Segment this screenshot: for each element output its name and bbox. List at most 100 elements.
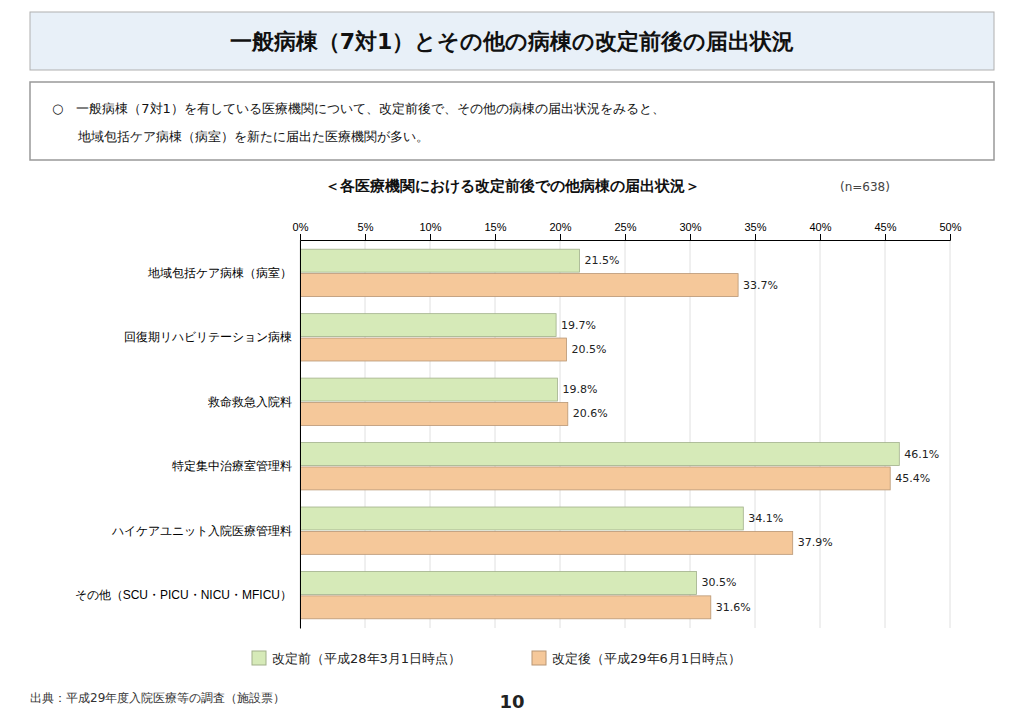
x-tick-label: 25% (614, 221, 636, 233)
x-tick: 15% (484, 221, 506, 240)
y-tick: 特定集中治療室管理料 (172, 459, 300, 473)
grid (300, 240, 950, 628)
x-tick-label: 45% (874, 221, 896, 233)
bar (300, 378, 557, 401)
y-tick-label: ハイケアユニット入院医療管理料 (111, 524, 292, 538)
x-tick-mark (365, 234, 366, 240)
data-label: 21.5% (585, 254, 620, 267)
y-tick: 回復期リハビリテーション病棟 (124, 330, 300, 344)
x-tick-mark (430, 234, 431, 240)
title: 一般病棟（7対1）とその他の病棟の改定前後の届出状況 (230, 29, 795, 54)
subtitle: ＜各医療機関における改定前後での他病棟の届出状況＞ (325, 177, 700, 195)
x-tick-label: 0% (293, 221, 309, 233)
grid-line (950, 240, 951, 628)
x-tick-label: 35% (744, 221, 766, 233)
legend-label: 改定前（平成28年3月1日時点） (272, 651, 461, 666)
x-tick: 45% (874, 221, 896, 240)
chart: 一般病棟（7対1）とその他の病棟の改定前後の届出状況 ○ 一般病棟（7対1）を有し… (0, 0, 1024, 724)
y-tick: 地域包括ケア病棟（病室） (147, 266, 300, 280)
legend-swatch (252, 651, 266, 665)
data-label: 46.1% (904, 448, 939, 461)
y-axis: 地域包括ケア病棟（病室） 回復期リハビリテーション病棟救命救急入院料特定集中治療室… (75, 241, 301, 629)
x-tick-label: 10% (419, 221, 441, 233)
data-label: 37.9% (798, 536, 833, 549)
y-axis-line (300, 241, 301, 629)
data-label: 31.6% (716, 601, 751, 614)
data-label: 30.5% (702, 576, 737, 589)
legend-swatch (532, 651, 546, 665)
x-tick-mark (495, 234, 496, 240)
description-box (30, 82, 994, 160)
bar (300, 403, 568, 426)
y-tick: ハイケアユニット入院医療管理料 (111, 524, 300, 538)
grid-line (755, 240, 756, 628)
x-tick: 0% (293, 221, 309, 240)
x-axis: 0% 5% 10% 15% 20% 25% 30% 35% 40% 45% 50% (293, 221, 962, 241)
x-tick: 30% (679, 221, 701, 240)
sample-size: (n=638) (840, 180, 890, 194)
x-tick: 35% (744, 221, 766, 240)
x-tick-mark (625, 234, 626, 240)
x-tick-mark (690, 234, 691, 240)
page-number: 10 (499, 691, 524, 712)
x-tick-label: 20% (549, 221, 571, 233)
bar (300, 443, 899, 466)
bar (300, 274, 738, 297)
x-tick-mark (820, 234, 821, 240)
y-tick: その他（SCU・PICU・NICU・MFICU） (75, 588, 300, 602)
y-tick-label: 地域包括ケア病棟（病室） (147, 266, 292, 280)
grid-line (690, 240, 691, 628)
data-label: 19.8% (562, 383, 597, 396)
bar (300, 571, 697, 594)
x-tick-label: 40% (809, 221, 831, 233)
x-tick-mark (300, 234, 301, 240)
title-background (30, 12, 994, 70)
legend-item: 改定前（平成28年3月1日時点） (252, 651, 461, 666)
bar (300, 507, 743, 530)
grid-line (885, 240, 886, 628)
description: 地域包括ケア病棟（病室）を新たに届出た医療機関が多い。 (52, 129, 429, 144)
grid-line (300, 240, 301, 628)
x-tick-label: 30% (679, 221, 701, 233)
x-tick: 25% (614, 221, 636, 240)
y-tick-label: 回復期リハビリテーション病棟 (124, 330, 292, 344)
x-tick: 40% (809, 221, 831, 240)
data-label: 34.1% (748, 512, 783, 525)
x-tick: 5% (358, 221, 374, 240)
y-tick-label: その他（SCU・PICU・NICU・MFICU） (75, 588, 292, 602)
grid-line (625, 240, 626, 628)
bar (300, 531, 793, 554)
x-tick: 10% (419, 221, 441, 240)
grid-line (820, 240, 821, 628)
bars (300, 249, 899, 619)
x-tick-mark (755, 234, 756, 240)
grid-line (365, 240, 366, 628)
x-tick: 20% (549, 221, 571, 240)
grid-line (430, 240, 431, 628)
data-label: 19.7% (561, 319, 596, 332)
x-tick-mark (885, 234, 886, 240)
data-label: 33.7% (743, 279, 778, 292)
grid-line (495, 240, 496, 628)
legend: 改定前（平成28年3月1日時点） 改定後（平成29年6月1日時点） (252, 651, 741, 666)
x-tick-mark (560, 234, 561, 240)
source: 出典：平成29年度入院医療等の調査（施設票） (30, 691, 285, 705)
description: ○ 一般病棟（7対1）を有している医療機関について、改定前後で、その他の病棟の届… (52, 101, 665, 116)
legend-label: 改定後（平成29年6月1日時点） (552, 651, 741, 666)
x-tick-label: 50% (939, 221, 961, 233)
x-tick-label: 5% (358, 221, 374, 233)
y-tick-label: 特定集中治療室管理料 (172, 459, 292, 473)
y-tick: 救命救急入院料 (207, 395, 300, 409)
x-axis-line (301, 234, 951, 241)
data-label: 45.4% (895, 472, 930, 485)
data-labels: 21.5%19.7%19.8%46.1%34.1%30.5%33.7%20.5%… (561, 254, 939, 614)
bar (300, 314, 556, 337)
x-tick: 50% (939, 221, 961, 240)
grid-line (560, 240, 561, 628)
bar (300, 249, 580, 272)
bar (300, 467, 890, 490)
x-tick-label: 15% (484, 221, 506, 233)
bar (300, 596, 711, 619)
legend-item: 改定後（平成29年6月1日時点） (532, 651, 741, 666)
x-tick-mark (950, 234, 951, 240)
